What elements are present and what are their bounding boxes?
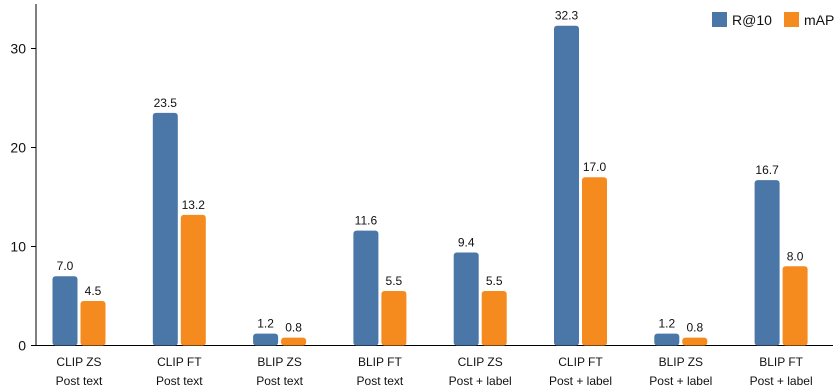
data-label: 8.0 bbox=[787, 249, 804, 263]
data-label: 32.3 bbox=[555, 9, 579, 23]
bar bbox=[654, 333, 680, 346]
bar bbox=[481, 291, 507, 346]
x-tick-label: CLIP FT bbox=[157, 355, 202, 369]
data-label: 5.5 bbox=[486, 274, 503, 288]
bar bbox=[52, 276, 78, 346]
data-label: 9.4 bbox=[458, 235, 475, 249]
x-tick-label-sub: Post + label bbox=[449, 374, 512, 388]
bar bbox=[281, 337, 307, 346]
bar bbox=[253, 333, 279, 346]
y-tick-label: 30 bbox=[10, 41, 26, 57]
labels: 7.0 23.5 1.2 11.6 9.4 32.3 1.2 16.7 4.5 13.2 0.8 5.… bbox=[56, 9, 813, 388]
bar bbox=[782, 266, 808, 346]
axes: 0 10 20 30 bbox=[10, 4, 833, 354]
bar bbox=[682, 337, 708, 346]
bars bbox=[52, 25, 808, 346]
x-tick-label-sub: Post text bbox=[256, 374, 303, 388]
legend-label: mAP bbox=[804, 12, 834, 28]
bar bbox=[582, 177, 607, 346]
data-label: 4.5 bbox=[85, 284, 102, 298]
bar bbox=[353, 230, 379, 346]
bar bbox=[453, 252, 479, 346]
y-tick-label: 0 bbox=[18, 338, 26, 354]
bar bbox=[381, 291, 407, 346]
x-tick-label: CLIP FT bbox=[558, 355, 603, 369]
data-label: 0.8 bbox=[285, 321, 302, 335]
legend-swatch bbox=[784, 12, 799, 27]
x-tick-label: CLIP ZS bbox=[56, 355, 101, 369]
data-label: 5.5 bbox=[386, 274, 403, 288]
x-tick-label: BLIP FT bbox=[759, 355, 803, 369]
y-tick-label: 20 bbox=[10, 140, 26, 156]
x-tick-label: CLIP ZS bbox=[458, 355, 503, 369]
bar bbox=[80, 300, 106, 346]
data-label: 1.2 bbox=[658, 317, 675, 331]
bar bbox=[554, 25, 579, 346]
x-tick-label-sub: Post + label bbox=[750, 374, 813, 388]
legend-label: R@10 bbox=[732, 12, 772, 28]
x-tick-label: BLIP ZS bbox=[257, 355, 301, 369]
data-label: 11.6 bbox=[355, 214, 378, 228]
data-label: 1.2 bbox=[257, 317, 274, 331]
legend: R@10 mAP bbox=[712, 12, 834, 28]
data-label: 23.5 bbox=[154, 96, 178, 110]
data-label: 16.7 bbox=[755, 163, 779, 177]
x-tick-label-sub: Post + label bbox=[549, 374, 612, 388]
data-label: 0.8 bbox=[686, 321, 703, 335]
bar bbox=[152, 112, 178, 346]
x-tick-label-sub: Post text bbox=[156, 374, 203, 388]
data-label: 7.0 bbox=[57, 259, 74, 273]
x-tick-label-sub: Post + label bbox=[649, 374, 712, 388]
y-tick-label: 10 bbox=[10, 239, 26, 255]
bar bbox=[754, 180, 780, 346]
x-tick-label: BLIP FT bbox=[358, 355, 402, 369]
x-tick-label-sub: Post text bbox=[357, 374, 404, 388]
data-label: 13.2 bbox=[182, 198, 206, 212]
x-tick-label: BLIP ZS bbox=[659, 355, 703, 369]
data-label: 17.0 bbox=[583, 160, 607, 174]
bar bbox=[180, 214, 206, 346]
legend-swatch bbox=[712, 12, 727, 27]
x-tick-label-sub: Post text bbox=[56, 374, 103, 388]
